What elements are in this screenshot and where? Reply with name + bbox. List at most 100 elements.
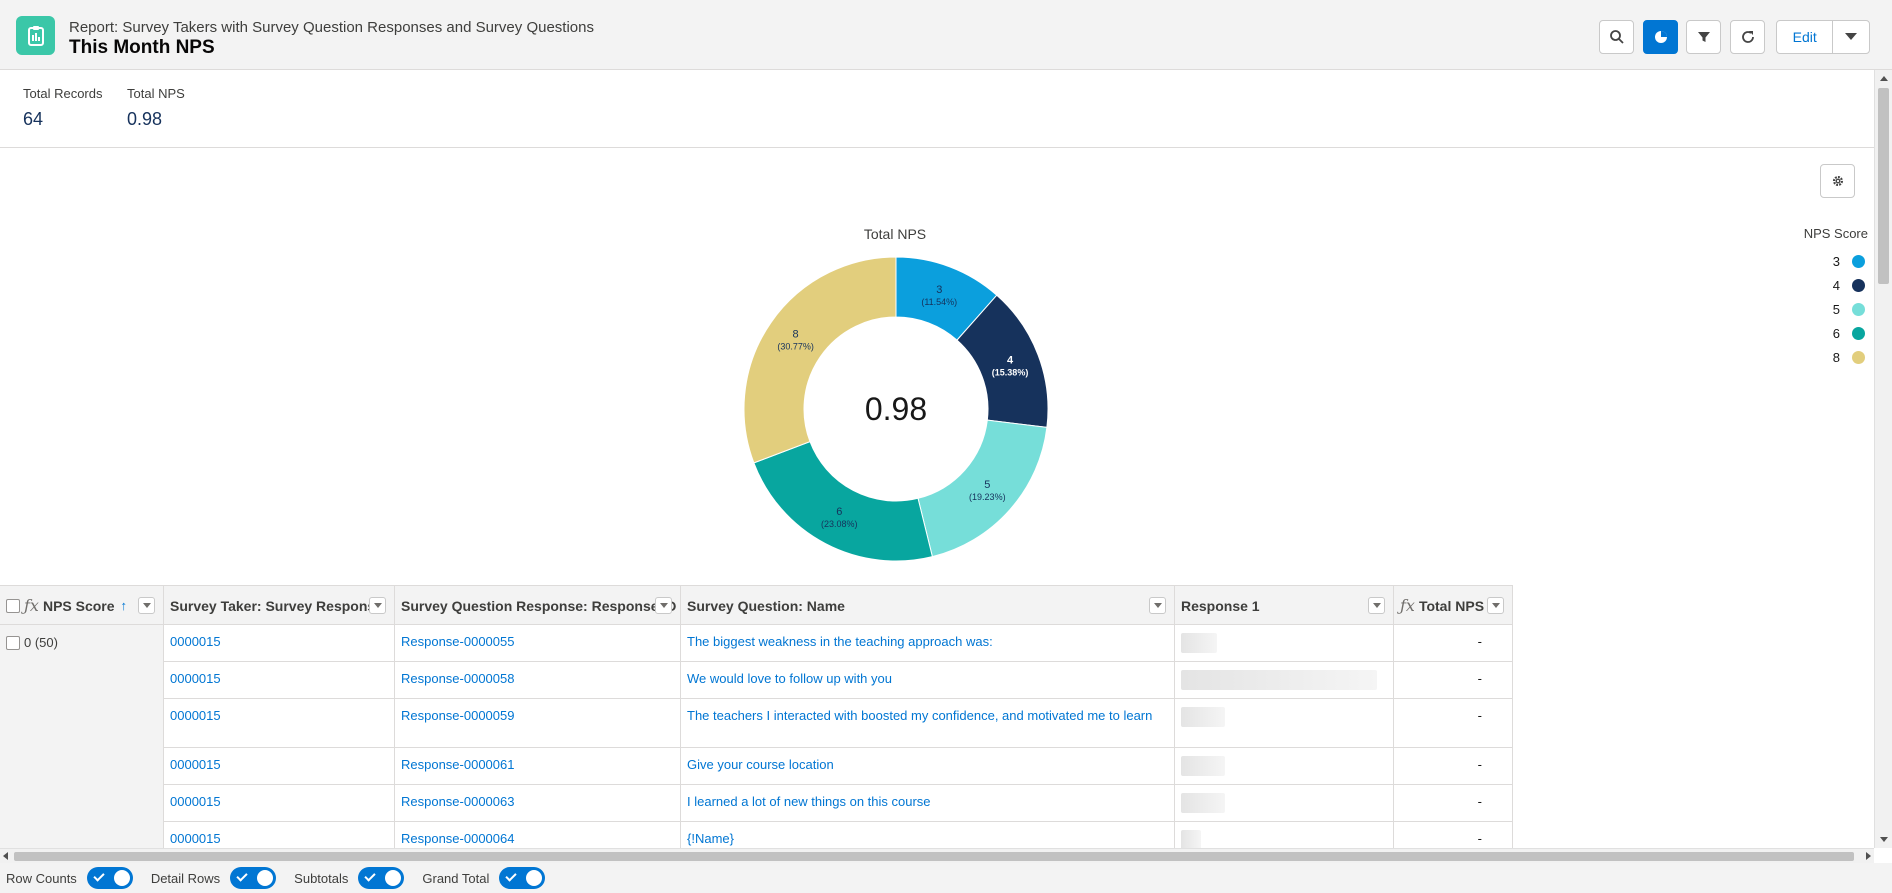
cell-response-id-text[interactable]: Response-0000058 [401,671,515,686]
table-rows: 0000015 Response-0000055 The biggest weakn… [164,625,1513,848]
detail-rows-toggle[interactable] [230,867,277,889]
cell-response-1 [1175,785,1394,821]
column-header-nps-score[interactable]: ƒx NPS Score ↑ [0,586,164,625]
cell-total-nps-text: - [1477,794,1482,809]
scroll-up-icon[interactable] [1880,76,1888,81]
cell-question-name-text[interactable]: The biggest weakness in the teaching app… [687,634,993,649]
cell-survey-taker-text[interactable]: 0000015 [170,634,221,649]
legend-item[interactable]: 6 [1760,321,1870,345]
cell-response-id-text[interactable]: Response-0000055 [401,634,515,649]
column-menu-button[interactable] [1149,597,1166,614]
cell-survey-taker: 0000015 [164,785,395,821]
grand-total-toggle[interactable] [499,867,546,889]
column-menu-button[interactable] [138,597,155,614]
scrollbar-thumb[interactable] [14,852,1854,861]
report-footer: Row Counts Detail Rows Subtotals Grand T… [0,863,1892,893]
cell-response-id-text[interactable]: Response-0000064 [401,831,515,846]
chevron-down-icon [1845,33,1858,40]
cell-total-nps-text: - [1477,634,1482,649]
cell-question-name-text[interactable]: We would love to follow up with you [687,671,892,686]
cell-response-id: Response-0000064 [395,822,681,848]
legend-item[interactable]: 8 [1760,345,1870,369]
cell-response-1 [1175,662,1394,698]
column-header-response-1[interactable]: Response 1 [1175,586,1394,625]
cell-response-1 [1175,822,1394,848]
sort-ascending-icon: ↑ [120,598,128,613]
cell-response-id-text[interactable]: Response-0000063 [401,794,515,809]
cell-question-name-text[interactable]: {!Name} [687,831,734,846]
select-all-checkbox[interactable] [6,598,20,613]
toggle-row-counts: Row Counts [6,867,133,889]
redacted-response [1181,670,1377,690]
column-menu-button[interactable] [369,597,386,614]
column-label: Survey Question Response: Response ID [401,597,677,614]
cell-survey-taker-text[interactable]: 0000015 [170,794,221,809]
report-title: This Month NPS [69,37,215,58]
cell-response-id: Response-0000055 [395,625,681,661]
donut-chart: 3(11.54%) 4(15.38%) 5(19.23%) 6(23.08%) 8(30… [743,256,1049,562]
search-button[interactable] [1599,20,1634,54]
cell-response-id-text[interactable]: Response-0000061 [401,757,515,772]
column-menu-button[interactable] [1368,597,1385,614]
slice-percent-label: (15.38%) [992,368,1029,378]
vertical-scrollbar[interactable] [1874,70,1892,848]
legend-item[interactable]: 3 [1760,249,1870,273]
scroll-down-icon[interactable] [1880,837,1888,842]
group-checkbox[interactable] [6,635,20,650]
cell-survey-taker-text[interactable]: 0000015 [170,671,221,686]
edit-menu-button[interactable] [1833,21,1869,53]
slice-label: 6 [836,506,842,518]
column-label: Survey Taker: Survey Response [170,597,383,614]
edit-button-group: Edit [1776,20,1870,54]
column-header-total-nps[interactable]: ƒx Total NPS [1394,586,1513,625]
table-row: 0000015 Response-0000061 Give your course … [164,748,1513,785]
cell-survey-taker-text[interactable]: 0000015 [170,831,221,846]
chart-title: Total NPS [863,226,927,242]
legend-item[interactable]: 4 [1760,273,1870,297]
column-header-response-id[interactable]: Survey Question Response: Response ID [395,586,681,625]
edit-button[interactable]: Edit [1777,21,1834,53]
table-row: 0000015 Response-0000064 {!Name} - [164,822,1513,848]
donut-slice[interactable] [743,256,897,464]
report-type-label: Report: Survey Takers with Survey Questi… [69,19,594,36]
cell-response-id: Response-0000063 [395,785,681,821]
legend-item[interactable]: 5 [1760,297,1870,321]
group-row-label[interactable]: 0 (50) [0,625,163,660]
cell-survey-taker-text[interactable]: 0000015 [170,708,221,723]
subtotals-toggle[interactable] [358,867,405,889]
row-counts-toggle[interactable] [86,867,133,889]
cell-response-id-text[interactable]: Response-0000059 [401,708,515,723]
refresh-button[interactable] [1730,20,1765,54]
legend-swatch [1852,326,1865,340]
chart-toggle-button[interactable] [1643,20,1678,54]
donut-slice[interactable] [917,419,1048,558]
cell-response-id: Response-0000059 [395,699,681,747]
cell-question-name: We would love to follow up with you [681,662,1175,698]
scroll-right-icon[interactable] [1866,852,1871,860]
scrollbar-thumb[interactable] [1878,88,1889,284]
cell-question-name-text[interactable]: The teachers I interacted with boosted m… [687,708,1153,723]
legend-title: NPS Score [1803,226,1868,241]
column-label: Response 1 [1181,597,1260,614]
column-header-survey-taker[interactable]: Survey Taker: Survey Response [164,586,395,625]
legend-label: 3 [1832,253,1840,269]
pie-chart-icon [1654,31,1667,43]
cell-total-nps: - [1394,748,1513,784]
cell-total-nps: - [1394,822,1513,848]
chart-settings-button[interactable] [1820,164,1855,198]
column-menu-button[interactable] [1487,597,1504,614]
horizontal-scrollbar[interactable] [0,848,1874,863]
scroll-left-icon[interactable] [3,852,8,860]
table-header: ƒx NPS Score ↑ Survey Taker: Survey Resp… [0,585,1513,625]
report-summary: Total Records 64 Total NPS 0.98 [0,70,1874,148]
column-menu-button[interactable] [655,597,672,614]
cell-question-name-text[interactable]: Give your course location [687,757,834,772]
filter-button[interactable] [1686,20,1721,54]
donut-slice[interactable] [753,440,933,562]
cell-question-name-text[interactable]: I learned a lot of new things on this co… [687,794,931,809]
toggle-label: Detail Rows [150,870,221,886]
cell-survey-taker-text[interactable]: 0000015 [170,757,221,772]
clipboard-icon [27,25,44,46]
cell-response-id: Response-0000061 [395,748,681,784]
column-header-question-name[interactable]: Survey Question: Name [681,586,1175,625]
